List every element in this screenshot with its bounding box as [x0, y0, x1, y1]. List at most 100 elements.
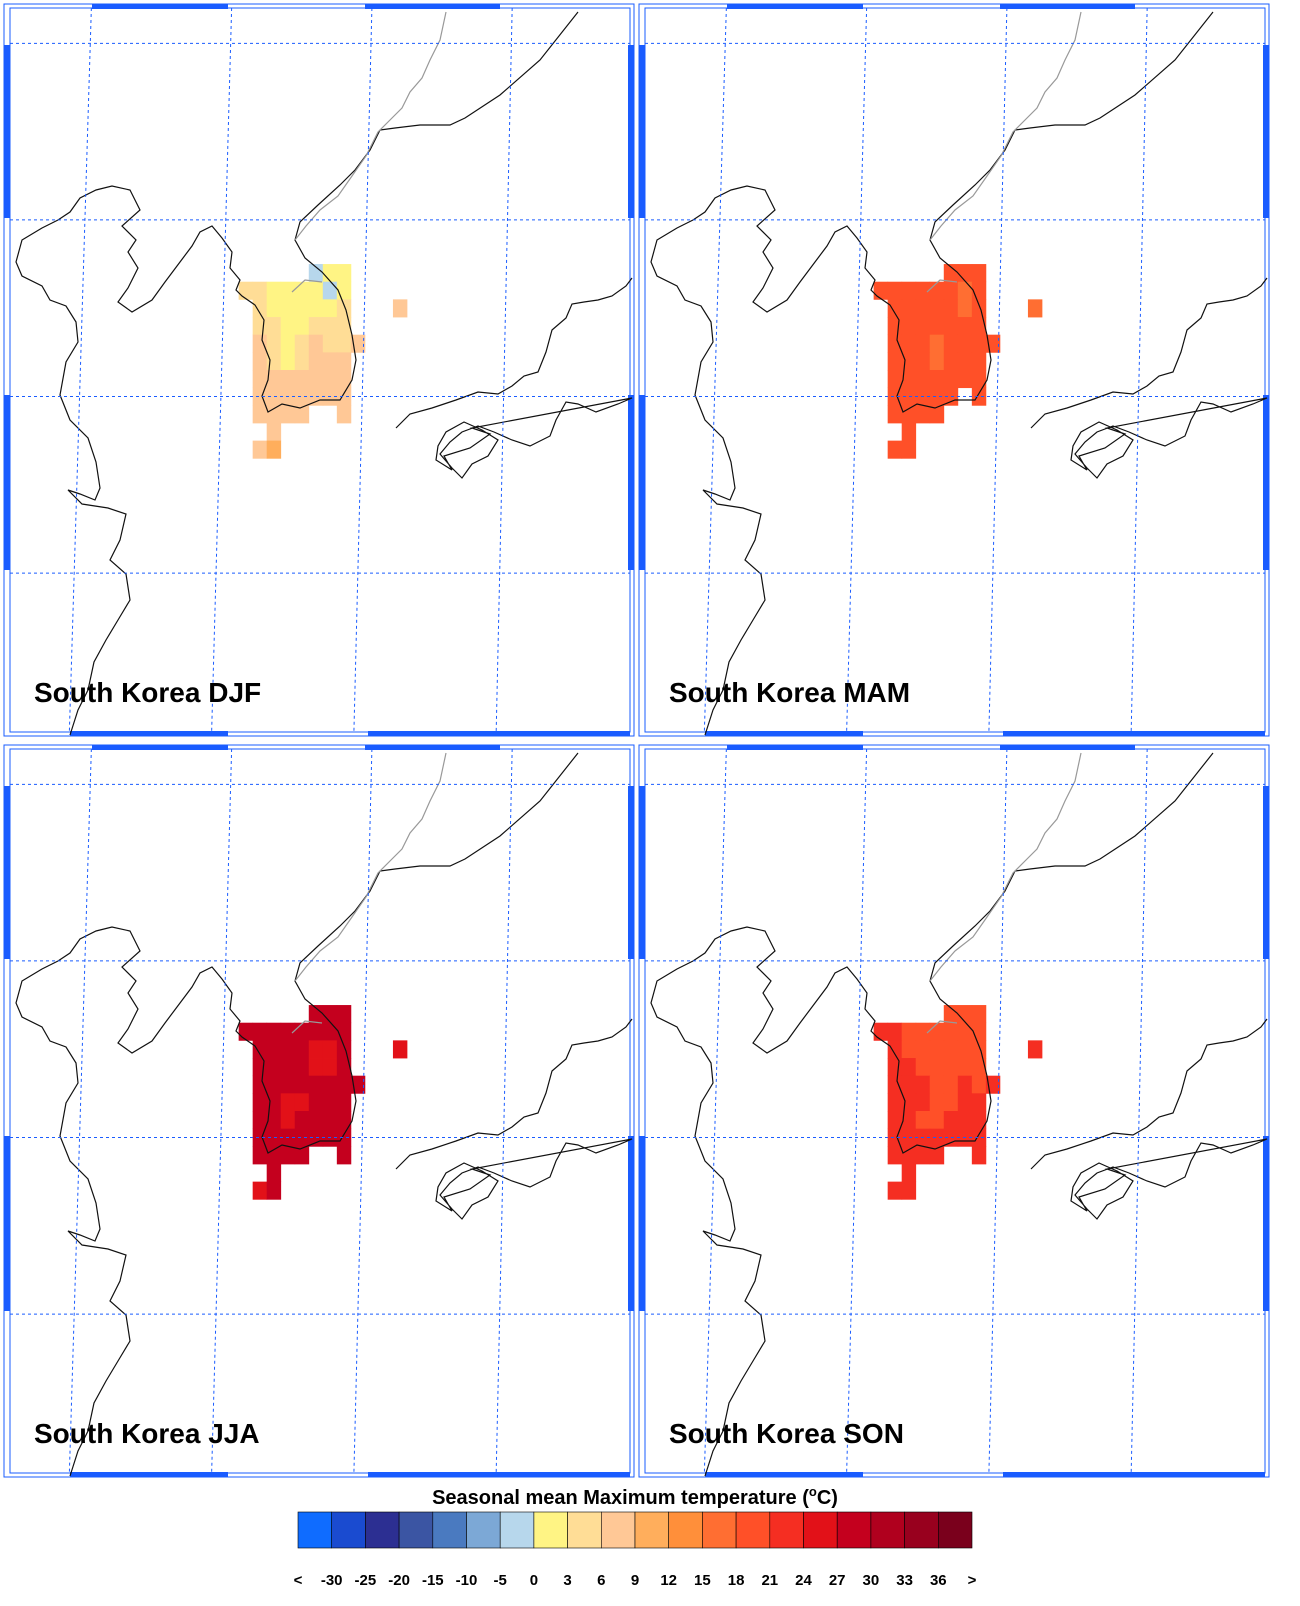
grid-cell — [943, 387, 959, 406]
colorbar-box — [803, 1511, 838, 1549]
grid-cell — [901, 352, 917, 371]
colorbar-box — [836, 1511, 872, 1549]
grid-cell — [957, 1005, 973, 1024]
frame-bar — [1263, 1136, 1269, 1311]
grid-cell — [308, 370, 324, 389]
meridian — [353, 748, 373, 1474]
grid-cell — [336, 1005, 352, 1024]
grid-cell — [957, 1111, 973, 1130]
colorbar-box — [398, 1511, 434, 1549]
grid-cell — [294, 1022, 310, 1041]
meridian — [211, 748, 233, 1474]
frame-bar — [368, 1472, 630, 1477]
grid-cell — [957, 281, 973, 300]
frame-bar — [1000, 745, 1135, 750]
grid-cell — [336, 264, 352, 283]
colorbar-box — [668, 1511, 703, 1549]
grid-cell — [252, 370, 268, 389]
colorbar-box — [533, 1511, 568, 1549]
grid-cell — [901, 1058, 917, 1077]
grid-cell — [336, 387, 352, 406]
colorbar-title-sup: o — [809, 1484, 817, 1499]
frame-bar — [368, 731, 630, 736]
frame-bar — [628, 395, 634, 570]
colorbar-box — [600, 1511, 636, 1549]
meridian — [211, 7, 233, 733]
grid-cell — [252, 440, 268, 459]
grid-cell — [266, 387, 282, 406]
grid-cell — [336, 1111, 352, 1130]
grid-cell — [943, 317, 959, 336]
grid-cell — [873, 1022, 889, 1041]
grid-cell — [887, 299, 903, 318]
map-panel: South Korea MAM — [638, 3, 1270, 737]
colorbar-box — [567, 1511, 602, 1549]
grid-cell — [1027, 299, 1043, 318]
grid-cell — [915, 1040, 931, 1059]
frame-bar — [4, 1136, 10, 1311]
grid-cell — [957, 1040, 973, 1059]
grid-cell — [1027, 1040, 1043, 1059]
grid-cell — [322, 1093, 338, 1112]
grid-cell — [929, 370, 945, 389]
grid-cell — [901, 1111, 917, 1130]
grid-cell — [943, 370, 959, 389]
grid-cell — [915, 405, 931, 424]
grid-cell — [873, 281, 889, 300]
colorbar-title-text: Seasonal mean Maximum temperature ( — [432, 1487, 809, 1509]
grid-cell — [308, 317, 324, 336]
grid-cell — [280, 1111, 296, 1130]
grid-cell — [915, 1146, 931, 1165]
grid-cell — [252, 281, 268, 300]
colorbar-label: > — [968, 1572, 977, 1589]
grid-cell — [915, 1058, 931, 1077]
frame-bar — [628, 45, 634, 218]
grid-cell — [280, 317, 296, 336]
grid-cell — [901, 405, 917, 424]
grid-cell — [957, 1093, 973, 1112]
grid-cell — [915, 1022, 931, 1041]
grid-cell — [957, 264, 973, 283]
grid-cell — [943, 1075, 959, 1094]
grid-cell — [294, 1040, 310, 1059]
grid-cell — [971, 281, 987, 300]
grid-cell — [322, 281, 338, 300]
grid-cell — [971, 1005, 987, 1024]
colorbar-box — [297, 1511, 333, 1549]
grid-cell — [266, 405, 282, 424]
colorbar-box — [769, 1511, 804, 1549]
grid-cell — [971, 1022, 987, 1041]
colorbar-box — [702, 1511, 737, 1549]
colorbar-box — [634, 1511, 670, 1549]
grid-cell — [971, 370, 987, 389]
grid-cell — [943, 334, 959, 353]
frame-bar — [365, 745, 500, 750]
grid-cell — [929, 1075, 945, 1094]
grid-cell — [280, 352, 296, 371]
grid-cell — [294, 1058, 310, 1077]
panel-frame — [9, 7, 631, 733]
colorbar-box — [499, 1511, 535, 1549]
grid-cell — [238, 281, 254, 300]
grid-cell — [957, 352, 973, 371]
grid-cell — [322, 1075, 338, 1094]
grid-cell — [901, 299, 917, 318]
grid-cell — [252, 405, 268, 424]
grid-cell — [336, 299, 352, 318]
colorbar-label: 24 — [795, 1572, 812, 1589]
grid-cell — [929, 1146, 945, 1165]
grid-cell — [266, 1093, 282, 1112]
panel-title: South Korea MAM — [669, 677, 910, 708]
frame-bar — [1003, 1472, 1265, 1477]
colorbar-label: 9 — [631, 1572, 639, 1589]
colorbar-label: 6 — [597, 1572, 605, 1589]
grid-cell — [336, 352, 352, 371]
grid-cell — [294, 1111, 310, 1130]
grid-cell — [308, 1040, 324, 1059]
frame-bar — [639, 395, 645, 570]
grid-cell — [294, 1128, 310, 1147]
panel-frame — [9, 748, 631, 1474]
colorbar-label: 3 — [563, 1572, 571, 1589]
grid-cell — [901, 440, 917, 459]
